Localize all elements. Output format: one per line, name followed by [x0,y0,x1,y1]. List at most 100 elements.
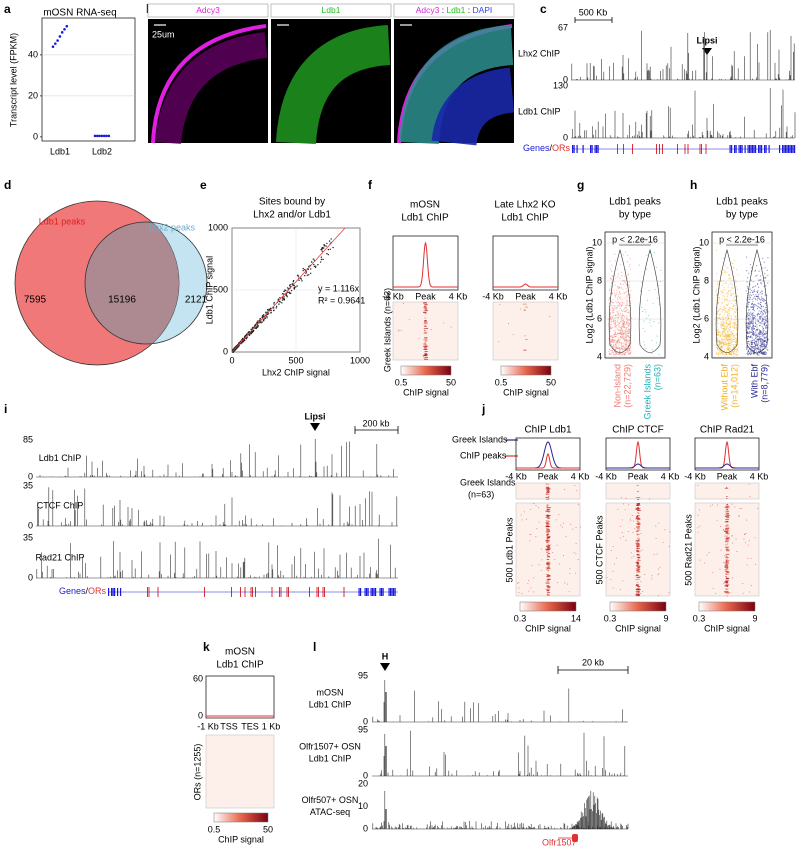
heat-cell [727,508,729,509]
jitter-dot [630,297,631,298]
jitter-dot [656,342,657,343]
scatter-dot [249,335,250,336]
heat-cell [637,566,640,567]
scatter-dot [263,314,264,315]
jitter-dot [731,334,732,335]
heat-cell [726,564,729,565]
jitter-dot [718,297,719,298]
jitter-dot [625,341,626,342]
jitter-dot [621,287,622,288]
jitter-dot [722,316,723,317]
jitter-dot [760,330,761,331]
jitter-dot [760,347,761,348]
heat-cell [750,496,751,497]
scatter-dot [266,316,267,317]
jitter-dot [753,333,754,334]
header-part: DAPI [472,5,492,15]
jitter-dot [761,315,762,316]
heat-cell [574,485,575,486]
jitter-dot [723,309,724,310]
jitter-dot [755,275,756,276]
heat-cell [637,491,638,492]
jitter-dot [615,353,616,354]
jitter-dot [722,336,723,337]
title: by type [726,210,759,221]
heat-cell [654,554,655,555]
jitter-dot [658,322,659,323]
jitter-dot [751,320,752,321]
heat-cell [508,323,509,324]
jitter-dot [736,324,737,325]
scatter-dot [304,275,305,276]
jitter-dot [626,315,627,316]
jitter-dot [749,324,750,325]
heat-cell [521,593,522,594]
y-axis-label: ORs (n=1255) [192,744,202,801]
jitter-dot [627,301,628,302]
scatter-dot [322,259,323,260]
jitter-dot [720,270,721,271]
jitter-dot [726,343,727,344]
heat-cell [730,592,731,593]
jitter-dot [615,260,616,261]
jitter-dot [625,338,626,339]
jitter-dot [653,321,654,322]
jitter-dot [629,312,630,313]
scatter-dot [314,266,315,267]
jitter-dot [620,336,621,337]
jitter-dot [759,329,760,330]
track-max: 35 [23,480,33,490]
jitter-dot [620,320,621,321]
jitter-dot [722,354,723,355]
jitter-dot [718,283,719,284]
jitter-dot [627,335,628,336]
jitter-dot [752,337,753,338]
heat-cell [637,569,640,570]
heat-cell [636,527,639,528]
heat-cell [700,560,701,561]
jitter-dot [734,328,735,329]
heat-cell [524,310,526,311]
track-min: 0 [28,572,33,582]
jitter-dot [754,342,755,343]
track-label: Olfr1507+ OSN [299,741,361,751]
heat-cell [638,587,639,588]
x-tick-label: -4 Kb [382,291,404,301]
colorbar-tick: 9 [663,613,668,623]
jitter-dot [758,303,759,304]
heat-cell [531,565,532,566]
heat-cell [743,539,744,540]
heat-cell [726,578,729,579]
heat-cell [655,526,656,527]
jitter-dot [718,302,719,303]
profile-line [516,454,580,468]
heat-cell [570,524,571,525]
jitter-dot [761,309,762,310]
jitter-dot [618,343,619,344]
scatter-dot [323,244,324,245]
heat-cell [617,509,618,510]
jitter-dot [614,292,615,293]
jitter-dot [731,315,732,316]
jitter-dot [610,291,611,292]
heat-cell [734,507,735,508]
heat-cell [548,536,550,537]
jitter-dot [733,306,734,307]
heat-cell [636,565,639,566]
jitter-dot [717,337,718,338]
jitter-dot [729,345,730,346]
jitter-dot [723,289,724,290]
colorbar-tick: 0.3 [693,613,706,623]
heat-cell [536,528,537,529]
heat-cell [576,543,577,544]
heat-cell [725,567,727,568]
heat-cell [578,559,579,560]
jitter-dot [752,315,753,316]
jitter-dot [729,300,730,301]
heat-cell [637,535,638,536]
scatter-dot [276,306,277,307]
jitter-dot [731,344,732,345]
jitter-dot [717,322,718,323]
jitter-dot [620,284,621,285]
jitter-dot [751,348,752,349]
